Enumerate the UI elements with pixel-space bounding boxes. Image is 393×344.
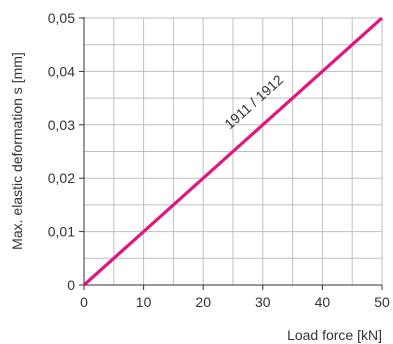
y-tick-label: 0,03 xyxy=(48,117,75,133)
x-axis-label: Load force [kN] xyxy=(287,327,382,343)
tick-labels: 0 0,01 0,02 0,03 0,04 0,05 0 10 20 30 40 50 xyxy=(48,10,390,310)
series-label: 1911 / 1912 xyxy=(221,71,286,132)
y-tick-label: 0 xyxy=(67,277,75,293)
y-tick-label: 0,02 xyxy=(48,170,75,186)
x-tick-label: 20 xyxy=(195,294,211,310)
x-tick-label: 30 xyxy=(255,294,271,310)
x-tick-label: 40 xyxy=(315,294,331,310)
y-tick-label: 0,04 xyxy=(48,63,75,79)
x-tick-label: 50 xyxy=(374,294,390,310)
y-tick-label: 0,01 xyxy=(48,224,75,240)
y-tick-label: 0,05 xyxy=(48,10,75,26)
series-line xyxy=(82,16,384,287)
y-axis-label: Max. elastic deformation s [mm] xyxy=(9,52,25,250)
x-tick-label: 0 xyxy=(80,294,88,310)
axes xyxy=(79,17,383,290)
grid xyxy=(84,17,383,285)
x-tick-label: 10 xyxy=(136,294,152,310)
